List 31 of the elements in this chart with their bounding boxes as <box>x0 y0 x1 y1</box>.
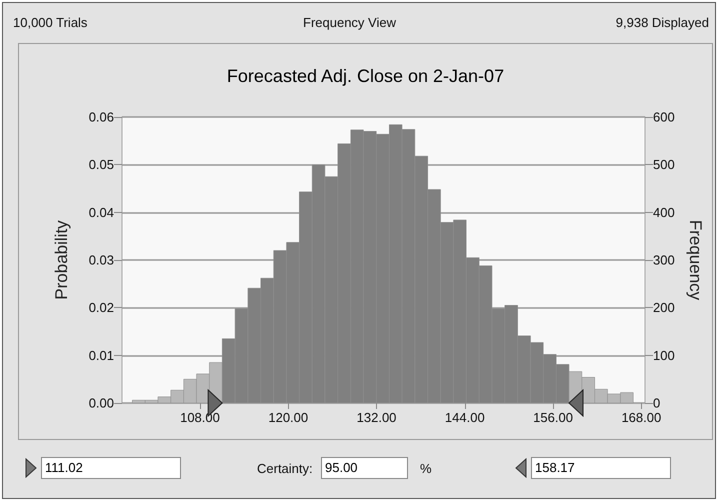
y-tick-label: 0.00 <box>88 396 114 410</box>
y-tick-label: 0.01 <box>88 348 114 363</box>
y-tick-label: 0.04 <box>88 204 114 220</box>
y2-tick-label: 500 <box>653 157 675 172</box>
y2-tick-label: 400 <box>653 204 675 220</box>
text: 9,938 Displayed <box>616 15 709 30</box>
text: 158.17 <box>531 457 671 479</box>
y2-tick-label: 200 <box>653 300 675 316</box>
text: Frequency View <box>303 15 396 30</box>
x-tick-label: 120.00 <box>268 410 308 425</box>
x-tick-label: 108.00 <box>180 410 220 425</box>
y2-tick-label: 600 <box>653 110 675 124</box>
x-tick-label: 156.00 <box>533 410 573 425</box>
y-tick-label: 0.05 <box>88 157 114 172</box>
x-tick-label: 144.00 <box>444 410 485 425</box>
y-tick-label: 0.03 <box>88 252 114 268</box>
y2-tick-label: 100 <box>653 348 675 363</box>
text: 111.02 <box>41 457 181 479</box>
y-tick-label: 0.06 <box>88 110 114 124</box>
y2-axis-title: Frequency <box>686 220 705 301</box>
chart-title: Forecasted Adj. Close on 2-Jan-07 <box>226 66 504 86</box>
text: 10,000 Trials <box>13 15 88 30</box>
y-axis-title: Probability <box>52 220 71 300</box>
x-tick-label: 168.00 <box>621 410 662 425</box>
text: Certainty: <box>257 461 313 476</box>
y2-tick-label: 300 <box>653 252 675 268</box>
y2-tick-label: 0 <box>653 396 660 410</box>
y-tick-label: 0.02 <box>88 300 114 316</box>
text: % <box>420 461 432 476</box>
text: 95.00 <box>321 457 408 479</box>
x-tick-label: 132.00 <box>356 410 396 425</box>
